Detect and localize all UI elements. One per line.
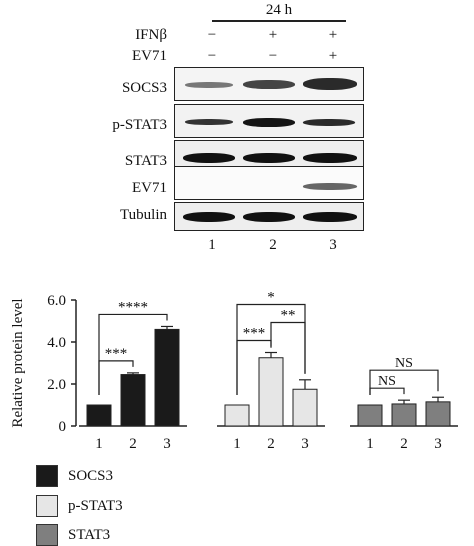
x-tick-label: 3 [434,436,442,452]
significance-label: * [267,290,275,306]
blot-band [303,119,355,126]
significance-bracket [236,339,272,395]
treatment-sign: + [328,48,338,64]
bar [292,388,318,427]
legend-label: SOCS3 [68,468,114,484]
legend-swatch-stat3 [36,524,58,546]
x-tick-label: 3 [301,436,309,452]
x-tick-label: 2 [400,436,408,452]
time-bracket-line [212,20,346,22]
significance-label: NS [378,374,396,389]
significance-label: **** [118,299,148,315]
legend-label: p-STAT3 [68,498,123,514]
legend-label: STAT3 [68,527,111,543]
y-tick-label: 0 [59,419,67,435]
blot-band [243,153,295,163]
lane-number: 2 [269,237,277,253]
significance-bracket [270,321,306,374]
x-tick-label: 2 [267,436,275,452]
blot-band [303,183,357,190]
blot-band [303,153,357,163]
blot-row-label: STAT3 [124,153,167,169]
x-tick-label: 1 [366,436,374,452]
treatment-sign: + [268,27,278,43]
legend-swatch-socs3 [36,465,58,487]
blot-band [183,212,235,222]
x-tick-label: 2 [129,436,137,452]
blot-band [303,212,357,222]
x-tick-label: 3 [163,436,171,452]
bar [391,403,417,427]
treatment-label-ifn: IFNβ [135,27,167,43]
treatment-sign: + [328,27,338,43]
bar [86,404,112,427]
blot-row-label: SOCS3 [121,80,167,96]
blot-band [243,118,295,127]
blot-strip-pstat3 [174,104,364,138]
blot-band [303,78,357,90]
lane-number: 1 [208,237,216,253]
y-axis-label: Relative protein level [10,298,26,427]
y-tick-label: 6.0 [47,293,66,309]
significance-label: NS [395,356,413,371]
blot-band [183,153,235,163]
blot-row-label: Tubulin [120,207,167,223]
significance-label: *** [243,326,266,342]
significance-bracket [98,313,168,395]
blot-strip-socs3 [174,67,364,101]
bar [357,404,383,427]
bar [154,328,180,427]
blot-band [243,212,295,222]
significance-bracket [98,360,134,395]
x-tick-label: 1 [233,436,241,452]
treatment-sign: − [207,48,217,64]
legend-swatch-pstat3 [36,495,58,517]
bar [425,401,451,427]
significance-label: *** [105,346,128,362]
treatment-sign: − [268,48,278,64]
bar [258,357,284,427]
blot-strip-ev71 [174,166,364,200]
x-tick-label: 1 [95,436,103,452]
blot-strip-tubulin [174,202,364,231]
y-tick-label: 4.0 [47,335,66,351]
lane-number: 3 [329,237,337,253]
significance-bracket [369,387,405,395]
blot-band [185,119,233,125]
blot-band [185,82,233,88]
blot-row-label: EV71 [132,180,167,196]
bar [224,404,250,427]
treatment-sign: − [207,27,217,43]
treatment-label-ev71: EV71 [132,48,167,64]
y-tick-label: 2.0 [47,377,66,393]
time-label: 24 h [265,2,293,18]
significance-label: ** [281,308,296,324]
bar [120,374,146,427]
significance-bracket [236,303,306,395]
significance-bracket [369,369,439,395]
blot-band [243,80,295,89]
blot-row-label: p-STAT3 [112,117,167,133]
